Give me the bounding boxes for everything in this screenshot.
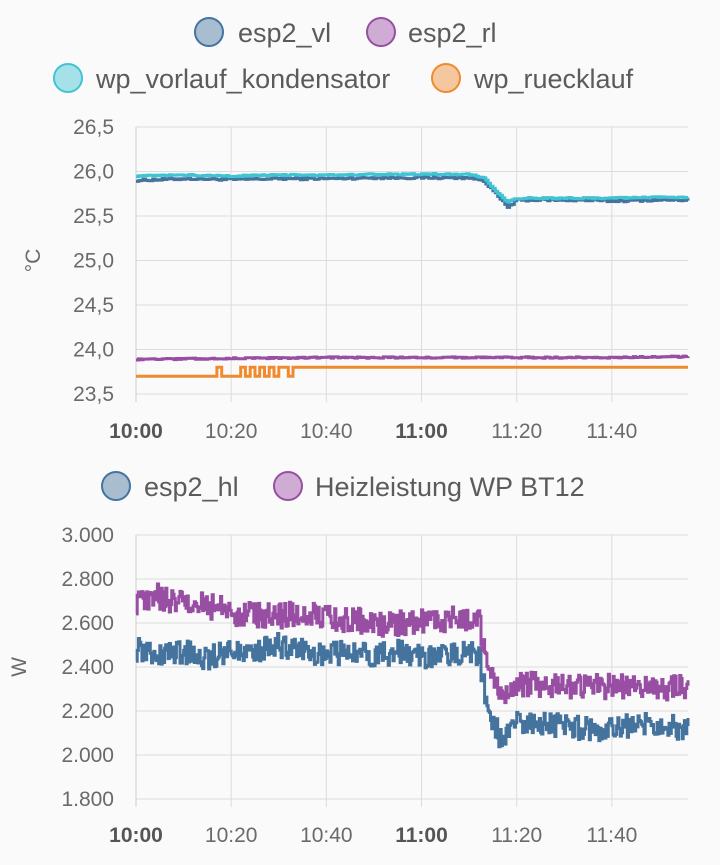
legend-label-esp2-hl: esp2_hl — [144, 472, 239, 502]
legend-item-wp-vorlauf-kondensator[interactable]: wp_vorlauf_kondensator — [53, 63, 390, 94]
y-tick-label: 24,0 — [73, 339, 114, 362]
legend-swatch-esp2-rl — [366, 17, 396, 47]
series-line-wp-vorlauf-kondensator[interactable] — [136, 172, 690, 204]
temperature-chart: 26,5 26,0 25,5 25,0 24,5 24,0 23,5 10:00 10:20 10… — [22, 116, 690, 443]
x-tick-label: 10:00 — [109, 420, 163, 443]
legend-item-wp-ruecklauf[interactable]: wp_ruecklauf — [431, 63, 634, 94]
legend-label-esp2-rl: esp2_rl — [408, 18, 497, 48]
legend-item-esp2-hl[interactable]: esp2_hl — [101, 471, 239, 502]
chart2-legend: esp2_hl Heizleistung WP BT12 — [101, 471, 585, 502]
legend-swatch-esp2-vl — [194, 17, 224, 47]
x-tick-label: 11:00 — [395, 824, 448, 847]
y-axis-label: W — [8, 657, 31, 677]
legend-swatch-esp2-hl — [101, 471, 131, 501]
y-tick-label: 26,0 — [73, 161, 114, 184]
y-tick-label: 2.200 — [61, 700, 114, 723]
x-tick-label: 11:40 — [586, 824, 637, 847]
y-tick-label: 2.600 — [61, 612, 114, 635]
legend-swatch-heizleistung-wp-bt12 — [273, 471, 303, 501]
y-tick-label: 25,0 — [73, 250, 114, 273]
y-tick-label: 23,5 — [73, 383, 114, 406]
legend-label-heizleistung-wp-bt12: Heizleistung WP BT12 — [315, 472, 585, 502]
series-line-esp2-hl[interactable] — [135, 632, 690, 749]
x-tick-label: 11:20 — [491, 420, 542, 443]
legend-swatch-wp-vorlauf-kondensator — [53, 63, 83, 93]
x-tick-label: 10:00 — [109, 824, 163, 847]
legend-item-esp2-rl[interactable]: esp2_rl — [366, 17, 497, 48]
y-tick-label: 3.000 — [61, 524, 114, 547]
series-line-wp-ruecklauf[interactable] — [136, 365, 688, 378]
legend-label-wp-vorlauf-kondensator: wp_vorlauf_kondensator — [95, 64, 390, 94]
chart1-legend: esp2_vl esp2_rl wp_vorlauf_kondensator w… — [53, 17, 634, 94]
x-tick-label: 10:20 — [205, 420, 258, 443]
x-tick-label: 11:20 — [491, 824, 542, 847]
x-tick-label: 10:20 — [205, 824, 258, 847]
series-line-heizleistung-wp-bt12[interactable] — [135, 582, 690, 705]
y-tick-label: 2.000 — [61, 744, 114, 767]
series-line-esp2-vl[interactable] — [136, 175, 690, 209]
y-tick-label: 25,5 — [73, 205, 114, 228]
y-axis-label: °C — [22, 249, 45, 273]
legend-label-esp2-vl: esp2_vl — [238, 18, 331, 48]
y-tick-label: 26,5 — [73, 116, 114, 139]
power-chart: 3.000 2.800 2.600 2.400 2.200 2.000 1.800 10:00… — [8, 524, 690, 847]
legend-swatch-wp-ruecklauf — [431, 63, 461, 93]
legend-label-wp-ruecklauf: wp_ruecklauf — [473, 64, 634, 94]
legend-item-esp2-vl[interactable]: esp2_vl — [194, 17, 331, 48]
x-tick-label: 10:40 — [300, 420, 353, 443]
y-tick-label: 24,5 — [73, 294, 114, 317]
x-tick-label: 10:40 — [300, 824, 353, 847]
y-tick-label: 2.800 — [61, 568, 114, 591]
legend-item-heizleistung-wp-bt12[interactable]: Heizleistung WP BT12 — [273, 471, 585, 502]
series-line-esp2-rl[interactable] — [136, 354, 690, 362]
x-tick-label: 11:40 — [586, 420, 637, 443]
y-tick-label: 1.800 — [61, 788, 114, 811]
x-tick-label: 11:00 — [395, 420, 448, 443]
y-tick-label: 2.400 — [61, 656, 114, 679]
